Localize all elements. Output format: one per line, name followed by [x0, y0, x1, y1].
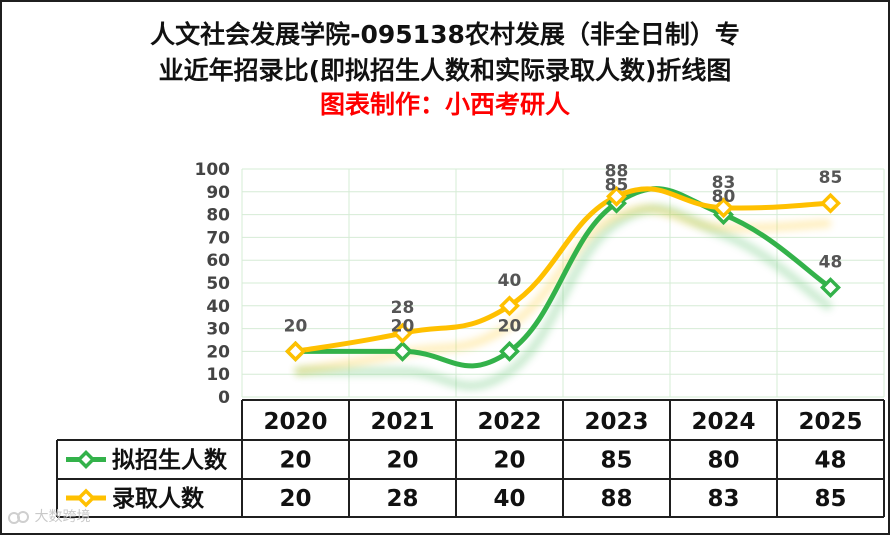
series-shadow — [295, 204, 833, 390]
chart-title-line-2: 业近年招录比(即拟招生人数和实际录取人数)折线图 — [158, 56, 732, 85]
data-label-series-2: 20 — [284, 316, 308, 336]
table-cell-value: 28 — [386, 486, 418, 512]
y-tick-label: 0 — [218, 388, 230, 408]
series-marker-2 — [392, 322, 413, 344]
series-marker-1 — [499, 340, 520, 362]
table-cell-value: 40 — [493, 486, 525, 512]
table-cell-value: 48 — [814, 448, 846, 474]
series-marker-2 — [713, 197, 734, 219]
table-header-year: 2023 — [584, 409, 648, 435]
data-label-series-2: 88 — [605, 161, 629, 181]
table-cell-value: 20 — [386, 448, 418, 474]
legend-label-2: 录取人数 — [112, 486, 205, 512]
table-header-year: 2025 — [798, 409, 862, 435]
series-marker-2 — [606, 185, 627, 207]
y-tick-label: 80 — [206, 206, 230, 226]
data-label-series-2: 28 — [391, 298, 415, 318]
data-label-series-1: 85 — [605, 175, 629, 195]
y-tick-label: 20 — [206, 342, 230, 362]
grid — [241, 168, 885, 398]
table-cell-value: 83 — [707, 486, 739, 512]
y-tick-label: 30 — [206, 320, 230, 340]
watermark: 大数跨境 — [8, 506, 90, 526]
watermark-text: 大数跨境 — [34, 509, 91, 525]
chart-credit: 图表制作：小西考研人 — [319, 90, 570, 119]
legend-label-1: 拟招生人数 — [112, 447, 228, 474]
table-cell-value: 80 — [707, 448, 739, 474]
table-header-year: 2022 — [477, 409, 541, 435]
legend-marker-2 — [76, 488, 96, 508]
data-label-series-2: 83 — [712, 173, 736, 193]
table-cell-value: 85 — [600, 448, 632, 474]
series-marker-2 — [499, 295, 520, 317]
data-label-series-1: 48 — [819, 253, 843, 273]
table-cell-value: 20 — [279, 486, 311, 512]
table-cell-value: 85 — [814, 486, 846, 512]
data-label-series-2: 40 — [498, 271, 522, 291]
y-tick-label: 60 — [206, 251, 230, 271]
series-marker-1 — [392, 340, 413, 362]
y-tick-label: 100 — [195, 160, 231, 180]
table-header-year: 2024 — [691, 409, 755, 435]
legend-marker-1 — [76, 450, 96, 469]
series-marker-1 — [820, 277, 841, 299]
chart-title-line-1: 人文社会发展学院-095138农村发展（非全日制）专 — [150, 20, 740, 49]
series-marker-2 — [820, 192, 841, 214]
y-tick-label: 40 — [206, 297, 230, 317]
watermark-logo-icon — [8, 511, 29, 524]
y-tick-label: 10 — [206, 365, 230, 385]
data-label-series-1: 80 — [712, 187, 736, 207]
series-markers — [285, 185, 841, 362]
data-label-series-2: 85 — [819, 168, 843, 188]
y-tick-label: 70 — [206, 228, 230, 248]
table-header-year: 2020 — [263, 409, 327, 435]
y-tick-label: 50 — [206, 274, 230, 294]
series-marker-2 — [285, 340, 306, 362]
table-cell-value: 20 — [493, 448, 525, 474]
table-cell-value: 88 — [600, 486, 632, 512]
table-header-year: 2021 — [370, 409, 434, 435]
data-label-series-1: 20 — [391, 316, 415, 336]
data-label-series-1: 20 — [498, 316, 522, 336]
table-cell-value: 20 — [279, 448, 311, 474]
y-tick-label: 90 — [206, 183, 230, 203]
